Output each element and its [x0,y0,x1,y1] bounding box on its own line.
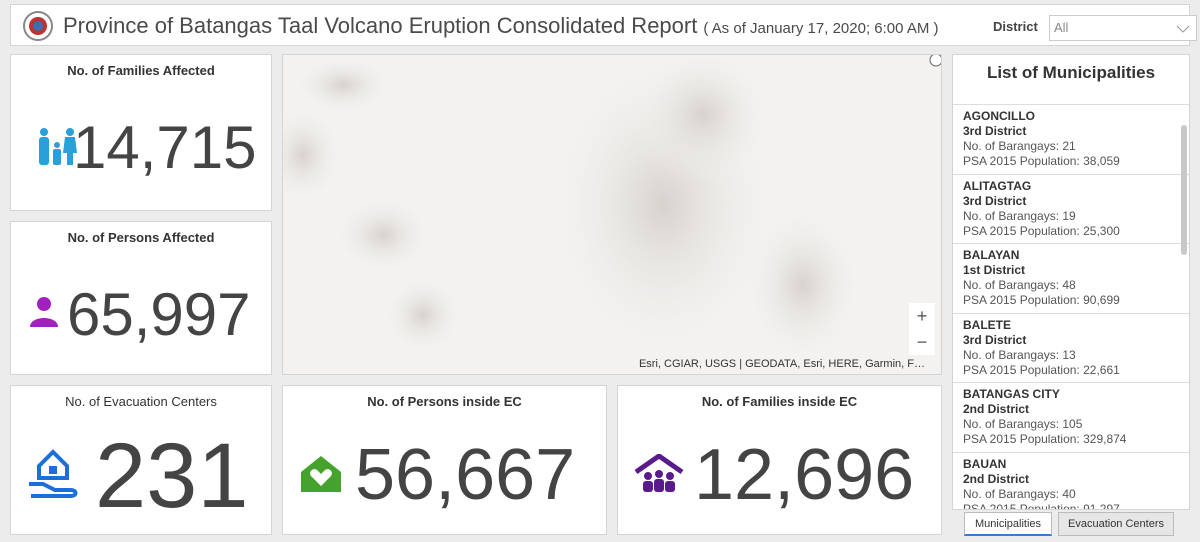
name-row: BATANGAS CITY [963,387,1179,402]
district: 3rd District [963,124,1027,138]
list-item[interactable]: ALITAGTAG 3rd District No. of Barangays: 1… [953,175,1189,244]
card-evacuation-centers: No. of Evacuation Centers 231 [10,385,272,535]
district-row: 3rd District [963,194,1179,209]
list-item[interactable]: BALAYAN 1st District No. of Barangays: 48 P… [953,244,1189,314]
population: PSA 2015 Population: 38,059 [963,154,1120,168]
district: 3rd District [963,332,1027,347]
name-row: BALAYAN [963,248,1179,263]
population: PSA 2015 Population: 91,297 [963,501,1120,510]
card-label: No. of Persons Affected [67,230,215,245]
name-row: BALETE [963,318,1179,333]
card-families-affected: No. of Families Affected 14,715 [10,54,272,211]
card-label: No. of Families Affected [67,63,215,78]
municipality-name: BATANGAS CITY [963,387,1060,401]
icon-families-house [634,454,684,492]
district: 2nd District [963,402,1030,416]
barangays: No. of Barangays: 40 [963,486,1076,501]
title-text: Province of Batangas Taal Volcano Erupti… [63,13,698,38]
card-persons-affected: No. of Persons Affected 65,997 [10,221,272,375]
district: 2nd District [963,471,1030,486]
barangays: No. of Barangays: 48 [963,278,1076,292]
card-label: No. of Persons inside EC [367,394,522,409]
icon-evacuation [29,449,78,498]
population: PSA 2015 Population: 25,300 [963,223,1120,238]
card-label: No. of Families inside EC [701,394,858,409]
population: PSA 2015 Population: 22,661 [963,362,1120,377]
barangays: No. of Barangays: 105 [963,417,1083,431]
population: PSA 2015 Population: 329,874 [963,432,1127,446]
zoom-in[interactable]: + [909,303,935,329]
municipality-list: List of Municipalities AGONCILLO 3rd Dist… [952,54,1190,510]
tab[interactable]: Municipalities [964,512,1052,536]
list-items: AGONCILLO 3rd District No. of Barangays: 2… [953,105,1189,510]
scrollbar[interactable] [1181,125,1187,255]
fullscreen-button[interactable] [929,54,942,67]
card-value: 231 [95,425,249,527]
logo [23,11,53,41]
district-row: 3rd District [963,124,1179,139]
card-families-inside-ec: No. of Families inside EC 12,696 [617,385,942,535]
district: 1st District [963,263,1026,277]
district-row: 3rd District [963,333,1179,348]
icon-house-heart [301,456,341,492]
municipality-name: AGONCILLO [963,109,1035,123]
header: Province of Batangas Taal Volcano Erupti… [10,4,1197,46]
name-row: ALITAGTAG [963,179,1179,194]
municipality-name: ALITAGTAG [963,178,1032,193]
zoom-out[interactable]: − [909,329,935,355]
name-row: BAUAN [963,457,1179,472]
tab[interactable]: Evacuation Centers [1058,512,1174,536]
list-item[interactable]: BAUAN 2nd District No. of Barangays: 40 PSA… [953,453,1189,510]
barangays: No. of Barangays: 21 [963,139,1076,153]
district-label: District [993,19,1038,34]
map-terrain [283,55,863,365]
map-attribution: Esri, CGIAR, USGS | GEODATA, Esri, HERE,… [638,358,925,370]
district-row: 1st District [963,263,1179,278]
district-value: All [1054,20,1069,35]
list-item[interactable]: BALETE 3rd District No. of Barangays: 13 PS… [953,314,1189,383]
map[interactable]: + − Esri, CGIAR, USGS | GEODATA, Esri, H… [282,54,942,375]
title: Province of Batangas Taal Volcano Erupti… [63,13,938,39]
population: PSA 2015 Population: 90,699 [963,293,1120,307]
card-persons-inside-ec: No. of Persons inside EC 56,667 [282,385,607,535]
dropdown-arrow [1176,25,1190,33]
list-item[interactable]: BATANGAS CITY 2nd District No. of Barangay… [953,383,1189,453]
card-label: No. of Evacuation Centers [65,394,217,409]
barangays: No. of Barangays: 19 [963,208,1076,223]
barangays: No. of Barangays: 13 [963,347,1076,362]
district-select[interactable]: All [1049,15,1197,41]
icon-family [39,128,77,165]
municipality-name: BAUAN [963,456,1007,471]
municipality-name: BALAYAN [963,248,1020,262]
card-value: 56,667 [355,435,576,515]
name-row: AGONCILLO [963,109,1179,124]
district-row: 2nd District [963,402,1179,417]
list-item[interactable]: AGONCILLO 3rd District No. of Barangays: 2… [953,105,1189,175]
card-value: 65,997 [67,281,251,348]
district: 3rd District [963,193,1027,208]
district-row: 2nd District [963,472,1179,487]
card-value: 12,696 [694,435,915,515]
icon-person [30,297,58,327]
card-value: 14,715 [73,114,257,181]
municipality-name: BALETE [963,317,1011,332]
subtitle: ( As of January 17, 2020; 6:00 AM ) [703,20,939,37]
list-title: List of Municipalities [953,55,1189,105]
